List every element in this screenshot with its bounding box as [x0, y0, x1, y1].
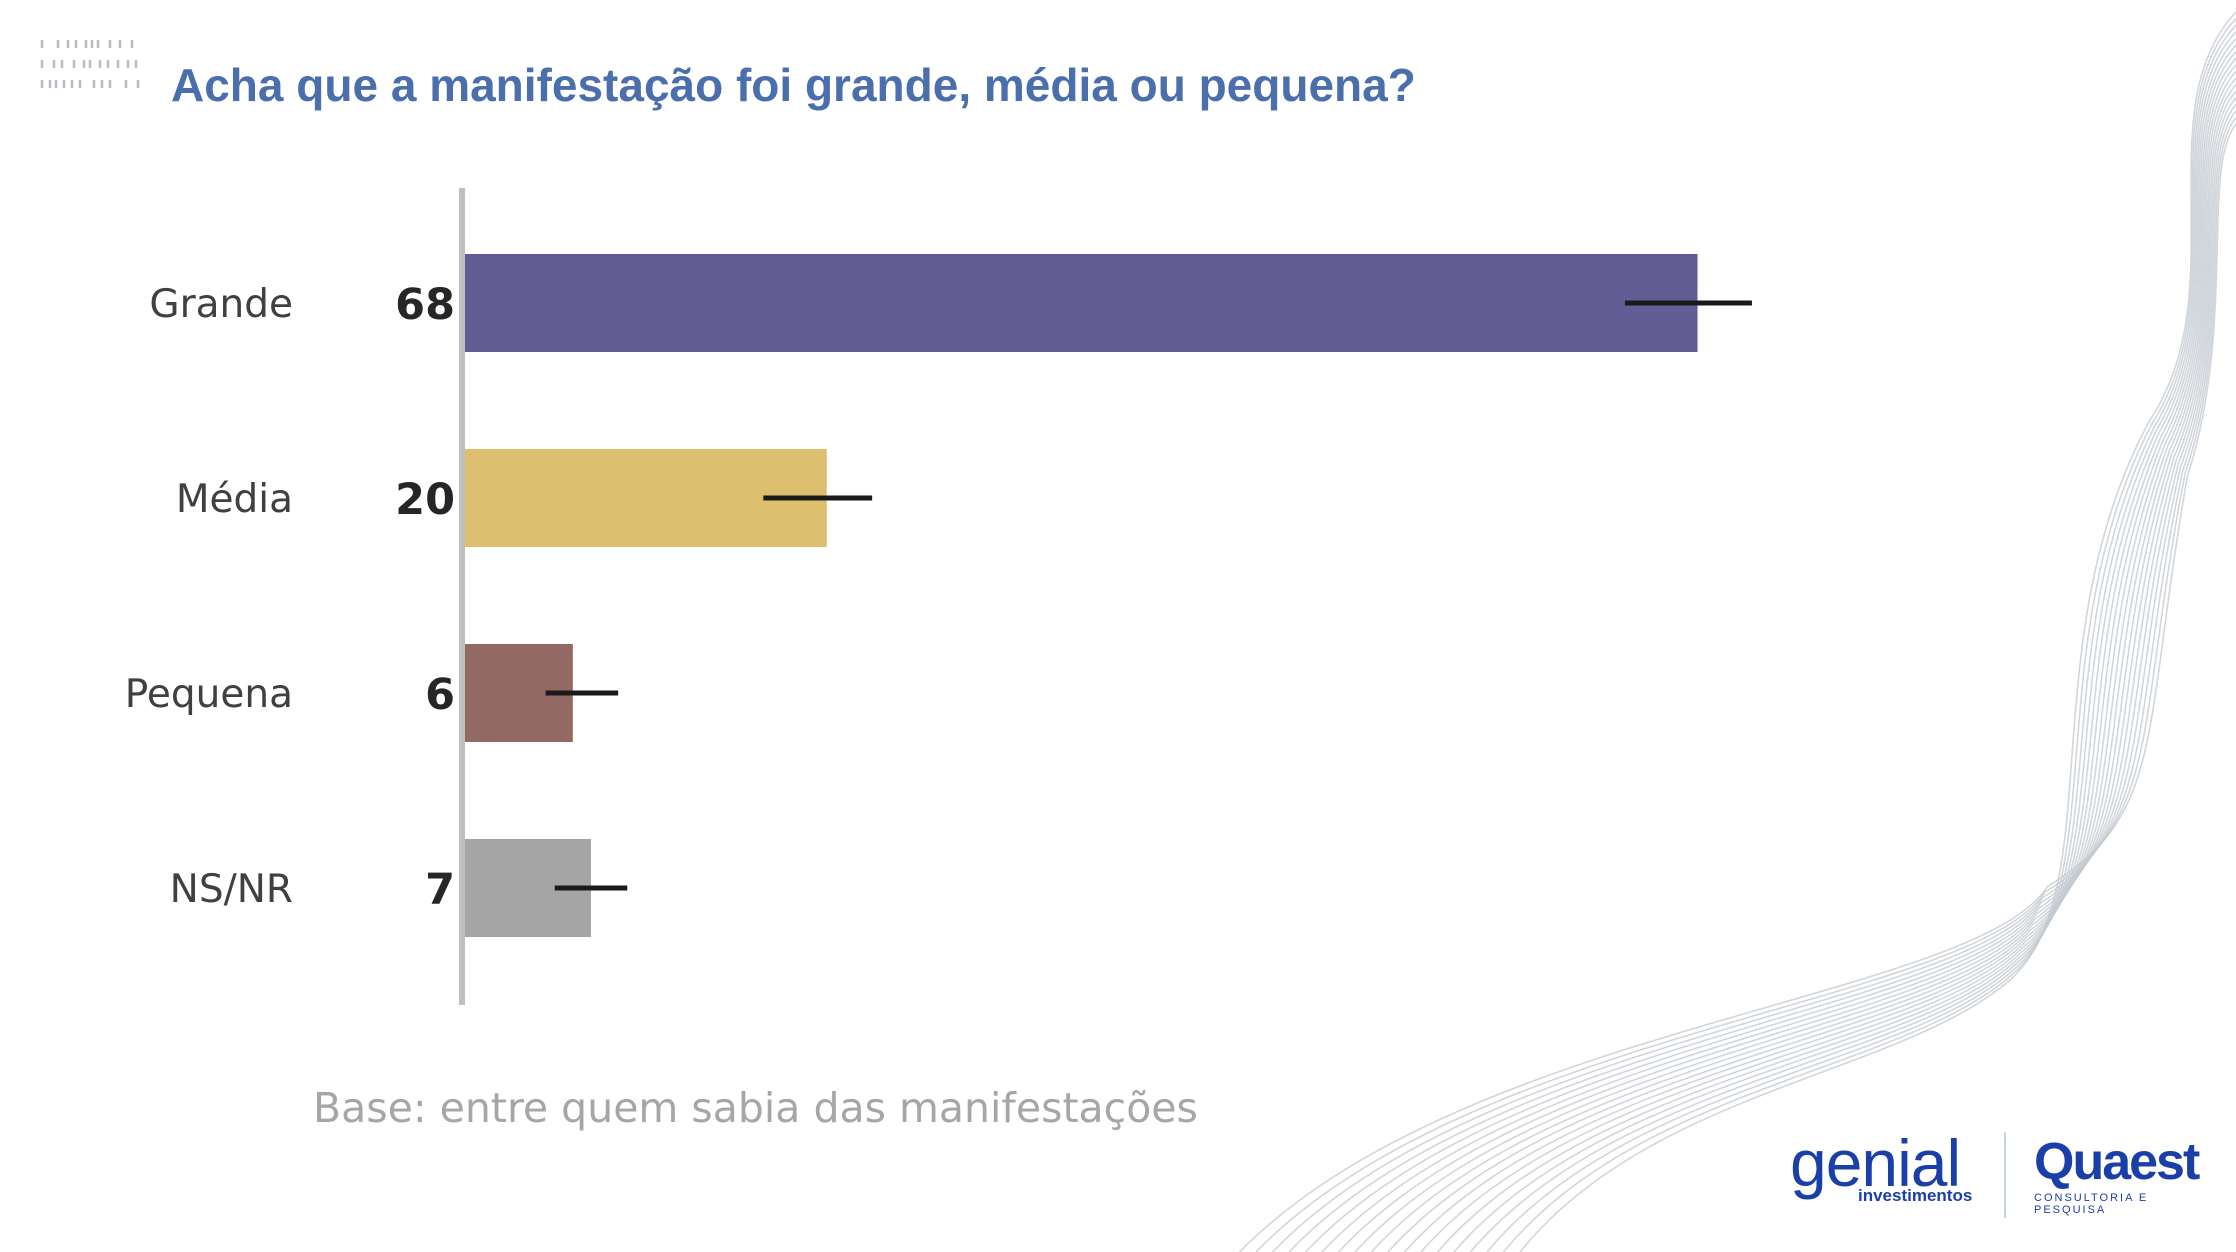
quaest-logo: Quaest CONSULTORIA E PESQUISA — [2034, 1133, 2200, 1216]
bar-grande — [464, 254, 1698, 352]
genial-logo: genial investimentos — [1790, 1126, 1973, 1205]
category-label: Grande — [149, 282, 293, 327]
category-label: Média — [176, 477, 293, 522]
value-label: 68 — [395, 280, 455, 330]
base-footnote: Base: entre quem sabia das manifestações — [313, 1084, 1198, 1132]
value-label: 20 — [395, 475, 455, 525]
value-label: 7 — [425, 865, 455, 915]
logos: genial investimentos Quaest CONSULTORIA … — [1780, 1130, 2220, 1230]
category-label: Pequena — [125, 672, 293, 717]
value-label: 6 — [425, 670, 455, 720]
decorative-dash-pattern — [40, 40, 140, 88]
category-label: NS/NR — [170, 867, 293, 912]
page-title: Acha que a manifestação foi grande, médi… — [171, 59, 1416, 111]
logo-divider — [2004, 1132, 2006, 1218]
